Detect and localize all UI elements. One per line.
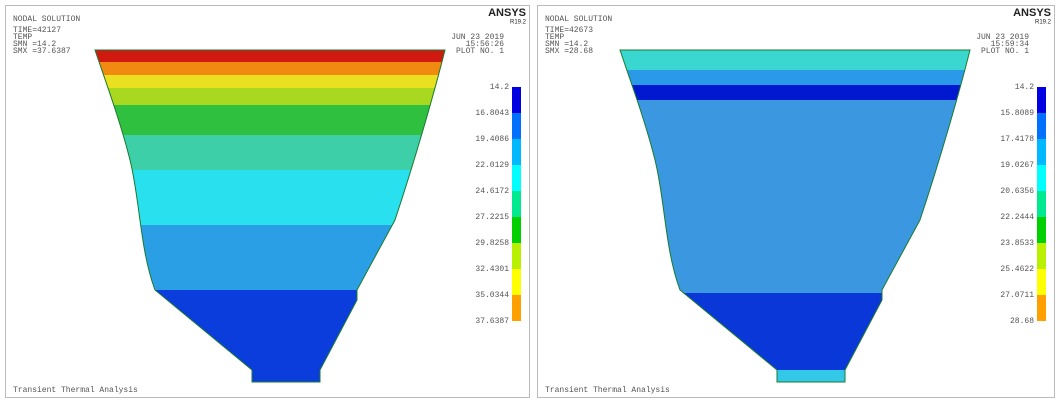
legend-swatch (1037, 139, 1046, 165)
contour-band (620, 50, 980, 70)
footer: Transient Thermal Analysis (545, 386, 670, 395)
contour-band (95, 105, 455, 135)
header-title: NODAL SOLUTION (545, 15, 612, 24)
legend-label: 35.0344 (475, 291, 509, 300)
legend-swatch (512, 269, 521, 295)
legend-swatch (1037, 165, 1046, 191)
legend-label: 24.6172 (475, 187, 509, 196)
legend-swatch (512, 217, 521, 243)
legend-label: 28.68 (1010, 317, 1034, 326)
brand-version: R19.2 (510, 20, 527, 26)
legend-label: 17.4178 (1000, 135, 1034, 144)
legend-swatch (512, 87, 521, 113)
legend-swatch (1037, 191, 1046, 217)
legend-label: 20.6356 (1000, 187, 1034, 196)
legend-label: 25.4622 (1000, 265, 1034, 274)
legend-swatch (1037, 295, 1046, 321)
legend-label: 15.8089 (1000, 109, 1034, 118)
legend-label: 37.6387 (475, 317, 509, 326)
legend-label: 27.2215 (475, 213, 509, 222)
legend-label: 27.0711 (1000, 291, 1034, 300)
footer: Transient Thermal Analysis (13, 386, 138, 395)
contour-band (95, 75, 455, 88)
screenshot: NODAL SOLUTIONTIME=42127TEMPSMN =14.2SMX… (0, 0, 1059, 403)
legend-label: 22.2444 (1000, 213, 1034, 222)
legend-label: 14.2 (490, 83, 509, 92)
legend-label: 19.4086 (475, 135, 509, 144)
contour-band (95, 50, 455, 62)
legend-swatch (1037, 217, 1046, 243)
brand-name: ANSYS (488, 7, 526, 19)
header-smx: SMX =28.68 (545, 47, 593, 56)
legend-label: 32.4301 (475, 265, 509, 274)
legend-swatch (512, 295, 521, 321)
stamp-plot: PLOT NO. 1 (456, 47, 504, 56)
legend-swatch (512, 191, 521, 217)
stamp-plot: PLOT NO. 1 (981, 47, 1029, 56)
legend-label: 29.8258 (475, 239, 509, 248)
legend-swatch (1037, 87, 1046, 113)
legend-swatch (512, 165, 521, 191)
legend-label: 23.8533 (1000, 239, 1034, 248)
legend-label: 19.0267 (1000, 161, 1034, 170)
header-smx: SMX =37.6387 (13, 47, 71, 56)
contour-band (620, 70, 980, 85)
contour-band (620, 85, 980, 100)
legend-swatch (1037, 113, 1046, 139)
brand-name: ANSYS (1013, 7, 1051, 19)
brand-version: R19.2 (1035, 20, 1052, 26)
legend-swatch (512, 243, 521, 269)
contour-band (95, 62, 455, 75)
legend-swatch (1037, 269, 1046, 295)
contour-band (95, 135, 455, 170)
legend-label: 14.2 (1015, 83, 1034, 92)
contour-band (95, 88, 455, 105)
legend-swatch (1037, 243, 1046, 269)
legend-label: 22.0129 (475, 161, 509, 170)
legend-swatch (512, 139, 521, 165)
legend-label: 16.8043 (475, 109, 509, 118)
legend-swatch (512, 113, 521, 139)
header-title: NODAL SOLUTION (13, 15, 80, 24)
